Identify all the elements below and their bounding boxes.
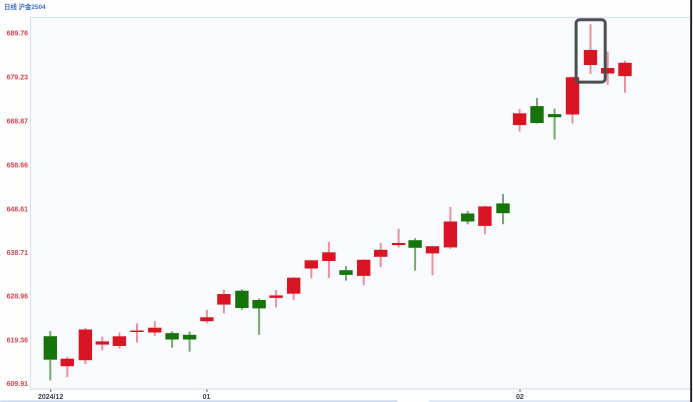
svg-text:638.71: 638.71 — [7, 250, 29, 257]
svg-text:668.87: 668.87 — [7, 119, 29, 126]
svg-text:679.23: 679.23 — [7, 75, 29, 82]
svg-text:648.61: 648.61 — [7, 207, 29, 214]
svg-text:2024/12: 2024/12 — [38, 394, 63, 401]
svg-text:609.91: 609.91 — [7, 381, 29, 388]
svg-text:689.76: 689.76 — [7, 31, 29, 38]
svg-text:628.96: 628.96 — [7, 294, 29, 301]
svg-text:日线 沪金2504: 日线 沪金2504 — [4, 2, 46, 11]
svg-text:01: 01 — [203, 394, 211, 401]
svg-text:658.66: 658.66 — [7, 163, 29, 170]
svg-text:02: 02 — [516, 394, 524, 401]
svg-text:619.36: 619.36 — [7, 338, 29, 345]
